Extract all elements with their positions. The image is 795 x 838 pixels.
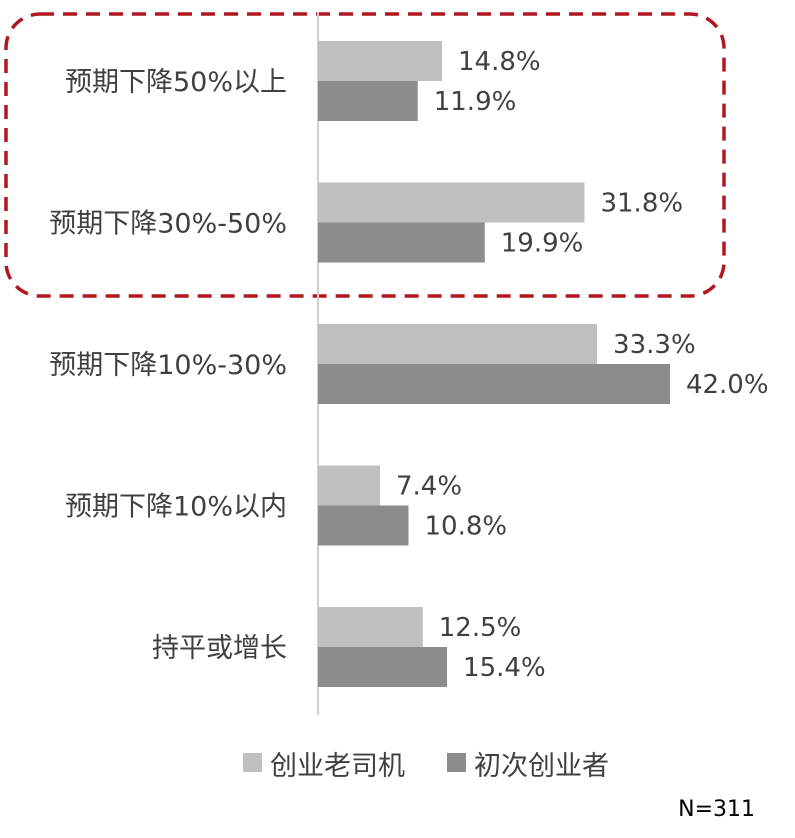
bar-series-1 — [318, 607, 423, 647]
data-label-series-1: 33.3% — [613, 330, 696, 360]
bar-series-2 — [318, 505, 409, 546]
highlight-box — [4, 12, 726, 298]
category-label: 持平或增长 — [152, 633, 287, 664]
bar-series-2 — [318, 364, 670, 404]
legend: 创业老司机 初次创业者 — [243, 751, 609, 782]
data-label-series-1: 31.8% — [600, 189, 683, 219]
data-label-series-1: 12.5% — [439, 613, 522, 643]
sample-size-note: N=311 — [678, 797, 755, 822]
bar-series-1 — [318, 324, 598, 364]
bar-series-1 — [318, 465, 381, 506]
legend-label-series-1: 创业老司机 — [270, 751, 405, 782]
legend-label-series-2: 初次创业者 — [474, 751, 609, 782]
data-label-series-2: 10.8% — [425, 512, 508, 542]
data-label-series-2: 11.9% — [434, 87, 517, 117]
category-label: 预期下降50%以上 — [65, 67, 287, 98]
bar-series-1 — [318, 41, 443, 81]
bar-series-1 — [318, 182, 585, 223]
bar-series-2 — [318, 647, 448, 687]
category-label: 预期下降30%-50% — [49, 209, 287, 240]
data-label-series-2: 42.0% — [686, 370, 769, 400]
data-label-series-2: 15.4% — [463, 653, 546, 683]
data-label-series-2: 19.9% — [501, 229, 584, 259]
data-label-series-1: 14.8% — [458, 47, 541, 77]
bar-series-2 — [318, 222, 485, 263]
data-label-series-1: 7.4% — [396, 472, 462, 502]
chart-marks: 预期下降50%以上 14.8% 11.9% 预期下降30%-50% 31.8% 19.9%… — [49, 41, 769, 687]
legend-swatch-series-2 — [447, 753, 466, 772]
bar-series-2 — [318, 81, 418, 121]
legend-swatch-series-1 — [243, 753, 262, 772]
category-label: 预期下降10%-30% — [49, 350, 287, 381]
category-label: 预期下降10%以内 — [65, 492, 287, 523]
